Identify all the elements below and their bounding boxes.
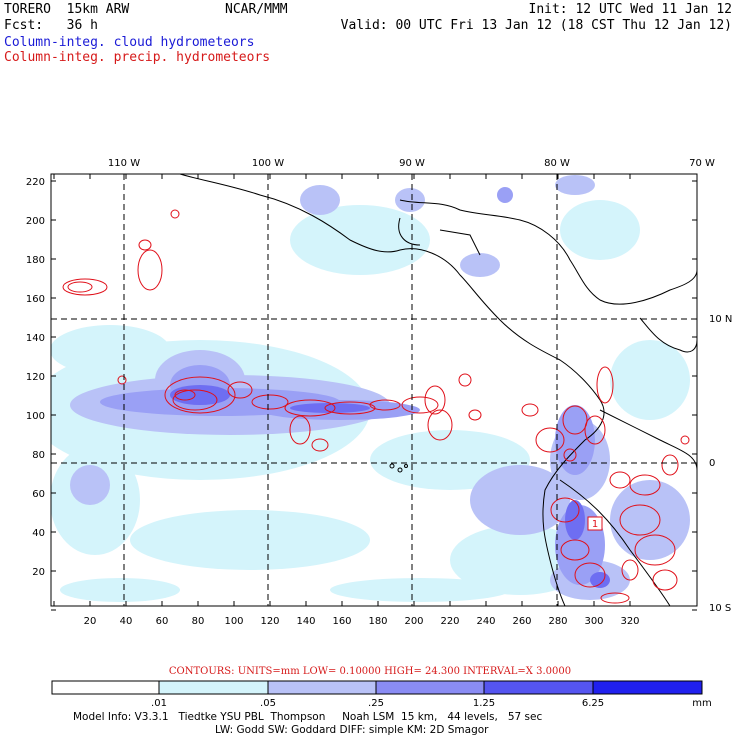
x-tick-label: 220 — [440, 616, 459, 627]
colorbar-units: mm — [692, 698, 711, 709]
x-tick-label: 300 — [584, 616, 603, 627]
lon-label-70w: 70 W — [689, 158, 715, 169]
colorbar-label: 1.25 — [473, 698, 495, 709]
y-tick-label: 40 — [32, 528, 45, 539]
map-frame — [50, 173, 698, 607]
y-tick-label: 180 — [26, 255, 45, 266]
x-tick-label: 320 — [620, 616, 639, 627]
latitude-labels: 10 N 0 10 S — [709, 314, 732, 614]
y-tick-label: 100 — [26, 411, 45, 422]
colorbar-label: 6.25 — [582, 698, 604, 709]
lat-label-10s: 10 S — [709, 603, 731, 614]
y-tick-label: 200 — [26, 216, 45, 227]
y-tick-label: 140 — [26, 333, 45, 344]
model-info-line2: LW: Godd SW: Goddard DIFF: simple KM: 2D… — [215, 724, 489, 736]
colorbar-frame — [51, 680, 703, 695]
forecast-hour: Fcst: 36 h — [4, 18, 98, 33]
lon-label-110w: 110 W — [108, 158, 140, 169]
longitude-labels: 110 W 100 W 90 W 80 W 70 W — [108, 158, 715, 169]
lat-label-0: 0 — [709, 458, 715, 469]
precip-field-label: Column-integ. precip. hydrometeors — [4, 50, 271, 65]
x-tick-label: 260 — [512, 616, 531, 627]
tick-marks — [51, 174, 697, 611]
x-tick-label: 60 — [156, 616, 169, 627]
colorbar: .01 .05 .25 1.25 6.25 mm — [51, 680, 712, 709]
x-tick-label: 280 — [548, 616, 567, 627]
x-tick-label: 40 — [120, 616, 133, 627]
contour-value-box — [587, 516, 603, 531]
x-tick-label: 100 — [224, 616, 243, 627]
graticule — [51, 174, 697, 606]
x-tick-label: 200 — [404, 616, 423, 627]
lon-label-100w: 100 W — [252, 158, 284, 169]
y-tick-label: 160 — [26, 294, 45, 305]
model-title: TORERO 15km ARW — [4, 2, 130, 17]
model-info-line1: Model Info: V3.3.1 Tiedtke YSU PBL Thomp… — [73, 711, 543, 723]
lat-label-10n: 10 N — [709, 314, 732, 325]
organization-label: NCAR/MMM — [225, 2, 288, 17]
colorbar-label: .05 — [260, 698, 276, 709]
valid-time: Valid: 00 UTC Fri 13 Jan 12 (18 CST Thu … — [340, 18, 732, 33]
x-tick-label: 240 — [476, 616, 495, 627]
colorbar-bin — [159, 681, 268, 694]
y-tick-label: 60 — [32, 489, 45, 500]
colorbar-bin — [593, 681, 702, 694]
coastlines — [179, 174, 697, 606]
colorbar-bin — [376, 681, 484, 694]
y-tick-labels: 220 200 180 160 140 120 100 80 60 40 20 — [26, 177, 45, 578]
contour-value-label: 1 — [592, 519, 598, 530]
x-tick-labels: 20 40 60 80 100 120 140 160 180 200 220 … — [84, 616, 640, 627]
colorbar-bin — [484, 681, 593, 694]
x-tick-label: 120 — [260, 616, 279, 627]
init-time: Init: 12 UTC Wed 11 Jan 12 — [528, 2, 733, 17]
colorbar-label: .01 — [151, 698, 167, 709]
lon-label-80w: 80 W — [544, 158, 570, 169]
x-tick-label: 180 — [368, 616, 387, 627]
x-tick-label: 80 — [192, 616, 205, 627]
cloud-field-label: Column-integ. cloud hydrometeors — [4, 35, 255, 50]
y-tick-label: 120 — [26, 372, 45, 383]
x-tick-label: 140 — [296, 616, 315, 627]
contour-info: CONTOURS: UNITS=mm LOW= 0.10000 HIGH= 24… — [168, 666, 572, 677]
colorbar-label: .25 — [368, 698, 384, 709]
y-tick-label: 20 — [32, 567, 45, 578]
y-tick-label: 220 — [26, 177, 45, 188]
y-tick-label: 80 — [32, 450, 45, 461]
colorbar-bin — [52, 681, 159, 694]
lon-label-90w: 90 W — [399, 158, 425, 169]
x-tick-label: 160 — [332, 616, 351, 627]
cloud-shading — [51, 175, 690, 602]
precip-contours — [62, 209, 690, 604]
colorbar-bin — [268, 681, 376, 694]
x-tick-label: 20 — [84, 616, 97, 627]
